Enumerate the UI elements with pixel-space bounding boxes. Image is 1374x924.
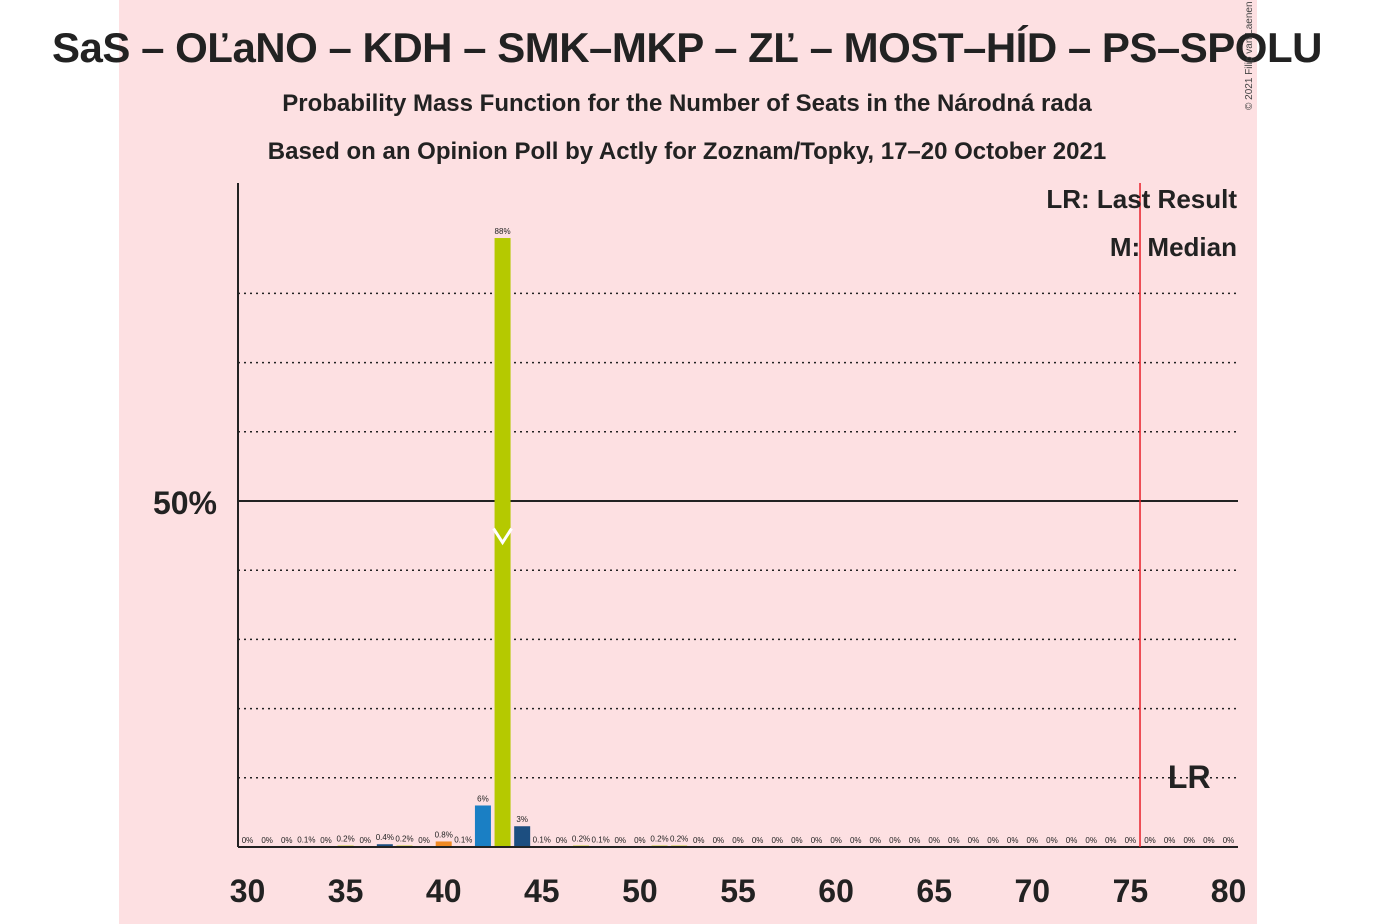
x-tick-75: 75 (1113, 873, 1149, 909)
bar-label-52: 0.2% (670, 835, 688, 844)
bar-label-61: 0% (850, 836, 862, 845)
legend-median: M: Median (1109, 232, 1237, 262)
bar-label-44: 3% (516, 815, 528, 824)
bar-label-79: 0% (1203, 836, 1215, 845)
last-result-label: LR (1168, 759, 1211, 795)
x-tick-60: 60 (818, 873, 854, 909)
bar-label-46: 0% (556, 836, 568, 845)
bar-label-40: 0.8% (435, 830, 453, 839)
x-tick-50: 50 (622, 873, 658, 909)
x-tick-45: 45 (524, 873, 560, 909)
bar-label-48: 0.1% (592, 835, 610, 844)
bar-label-59: 0% (811, 836, 823, 845)
x-tick-40: 40 (426, 873, 462, 909)
bar-label-42: 6% (477, 794, 489, 803)
bar-label-30: 0% (242, 836, 254, 845)
bar-label-56: 0% (752, 836, 764, 845)
bar-label-38: 0.2% (395, 835, 413, 844)
bar-label-50: 0% (634, 836, 646, 845)
bar-label-39: 0% (418, 836, 430, 845)
bar-label-67: 0% (968, 836, 980, 845)
bar-label-57: 0% (771, 836, 783, 845)
bar-40 (435, 841, 452, 847)
bar-37 (376, 844, 393, 847)
bar-label-80: 0% (1223, 836, 1235, 845)
x-tick-70: 70 (1015, 873, 1051, 909)
bar-label-64: 0% (909, 836, 921, 845)
x-tick-65: 65 (916, 873, 952, 909)
bar-label-62: 0% (870, 836, 882, 845)
x-tick-55: 55 (720, 873, 756, 909)
bar-42 (474, 805, 491, 847)
bar-label-49: 0% (614, 836, 626, 845)
bar-label-32: 0% (281, 836, 293, 845)
bar-label-60: 0% (830, 836, 842, 845)
bar-label-63: 0% (889, 836, 901, 845)
bar-label-54: 0% (713, 836, 725, 845)
x-tick-35: 35 (328, 873, 364, 909)
legend-last-result: LR: Last Result (1046, 184, 1237, 214)
bar-label-43: 88% (495, 227, 511, 236)
x-tick-80: 80 (1211, 873, 1247, 909)
bar-label-53: 0% (693, 836, 705, 845)
x-tick-30: 30 (230, 873, 266, 909)
bar-label-65: 0% (928, 836, 940, 845)
bar-label-35: 0.2% (336, 835, 354, 844)
bar-label-51: 0.2% (650, 835, 668, 844)
chart-subtitle: Probability Mass Function for the Number… (282, 90, 1092, 117)
bar-label-68: 0% (987, 836, 999, 845)
bar-label-72: 0% (1066, 836, 1078, 845)
copyright-notice: © 2021 Filip van Laenen (1244, 1, 1255, 110)
bar-label-76: 0% (1144, 836, 1156, 845)
bar-labels: 0% 0% 0% 0.1% 0% 0.2% 0% 0.4% 0.2% 0%0.8%0.1%6%88… (242, 227, 1235, 845)
bar-label-36: 0% (359, 836, 371, 845)
bar-label-55: 0% (732, 836, 744, 845)
bar-label-78: 0% (1183, 836, 1195, 845)
x-tick-labels: 30 35 40 45 50 55 60 65 70 75 80 (230, 873, 1247, 909)
median-marker (492, 527, 513, 546)
bar-label-45: 0.1% (533, 835, 551, 844)
bar-label-74: 0% (1105, 836, 1117, 845)
bars (298, 238, 688, 848)
axes (237, 183, 1238, 848)
plot-background (119, 0, 1257, 924)
bar-label-33: 0.1% (297, 835, 315, 844)
y-tick-label: 50% (153, 485, 217, 521)
bar-label-41: 0.1% (454, 835, 472, 844)
bar-label-31: 0% (261, 836, 273, 845)
bar-label-69: 0% (1007, 836, 1019, 845)
gridlines (238, 292, 1238, 779)
bar-label-47: 0.2% (572, 835, 590, 844)
bar-label-58: 0% (791, 836, 803, 845)
bar-label-37: 0.4% (376, 833, 394, 842)
chart-source: Based on an Opinion Poll by Actly for Zo… (267, 138, 1107, 165)
bar-label-77: 0% (1164, 836, 1176, 845)
bar-label-66: 0% (948, 836, 960, 845)
chart-title: SaS – OĽaNO – KDH – SMK–MKP – ZĽ – MOST–… (52, 24, 1322, 71)
bar-label-70: 0% (1027, 836, 1039, 845)
bar-label-34: 0% (320, 836, 332, 845)
bar-44 (514, 826, 531, 847)
bar-label-73: 0% (1085, 836, 1097, 845)
bar-label-75: 0% (1125, 836, 1137, 845)
bar-label-71: 0% (1046, 836, 1058, 845)
